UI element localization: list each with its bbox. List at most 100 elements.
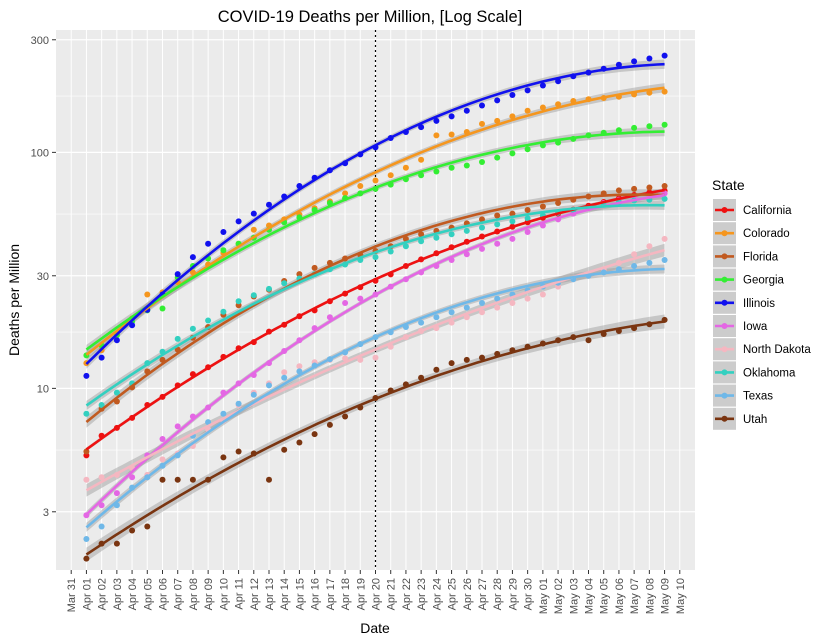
x-tick-label: Apr 30 [523, 578, 535, 610]
legend-key-point [721, 253, 728, 260]
data-point [479, 300, 485, 306]
data-point [448, 231, 455, 238]
data-point [83, 555, 90, 562]
data-point [631, 185, 638, 192]
legend-key-point [721, 276, 728, 283]
data-point [539, 203, 546, 210]
data-point [585, 337, 592, 344]
x-tick-label: Apr 07 [173, 578, 185, 610]
data-point [129, 322, 136, 329]
data-point [539, 142, 546, 149]
data-point [433, 234, 440, 241]
data-point [661, 88, 668, 95]
data-point [83, 372, 90, 379]
data-point [266, 476, 272, 483]
x-tick-label: Apr 20 [371, 578, 383, 610]
data-point [129, 474, 136, 481]
data-point [448, 113, 455, 120]
trend-line [85, 203, 665, 407]
x-tick-label: Apr 28 [492, 578, 504, 610]
x-tick-label: Apr 16 [310, 578, 322, 610]
data-point [433, 366, 440, 373]
data-point [235, 218, 242, 225]
data-point [509, 210, 516, 217]
data-point [418, 231, 425, 238]
x-tick-label: May 03 [568, 578, 580, 614]
y-tick-label: 10 [37, 383, 49, 395]
data-point [174, 271, 181, 278]
legend-label: Illinois [743, 298, 775, 310]
x-tick-label: Apr 10 [218, 578, 230, 610]
data-point [281, 446, 288, 453]
data-point [266, 382, 272, 389]
data-point [448, 360, 455, 367]
data-point [113, 540, 120, 547]
y-axis: 3 10 30 100 300 [31, 35, 56, 519]
data-point [235, 298, 242, 305]
legend-key-point [721, 392, 728, 399]
y-tick-label: 300 [31, 35, 49, 47]
data-point [661, 121, 668, 128]
legend-key-point [721, 346, 728, 353]
data-point [129, 527, 136, 534]
data-point [159, 305, 166, 312]
data-point [418, 238, 425, 245]
data-point [463, 356, 470, 363]
data-point [539, 104, 546, 111]
data-point [631, 263, 638, 269]
data-point [479, 354, 485, 361]
data-point [494, 304, 501, 311]
data-point [402, 243, 409, 250]
data-point [615, 187, 622, 194]
data-point [524, 207, 531, 213]
data-point [281, 369, 288, 376]
data-point [144, 523, 151, 530]
data-point [524, 215, 531, 222]
x-tick-label: Apr 18 [340, 578, 352, 610]
data-point [342, 300, 349, 306]
x-tick-label: Apr 29 [507, 578, 519, 610]
data-point [220, 454, 227, 461]
x-tick-label: Apr 17 [325, 578, 337, 610]
data-point [479, 309, 485, 316]
legend-key-point [721, 369, 728, 376]
data-point [494, 154, 501, 161]
data-point [463, 304, 470, 311]
data-point [296, 363, 303, 370]
legend-key-point [721, 230, 728, 237]
x-tick-label: Apr 27 [477, 578, 489, 610]
x-tick-label: Apr 11 [234, 578, 246, 610]
data-point [113, 337, 120, 344]
x-tick-label: Apr 26 [462, 578, 474, 610]
trend-line [85, 130, 665, 351]
trend-line [85, 188, 665, 451]
y-tick-label: 30 [37, 271, 49, 283]
data-point [235, 302, 242, 309]
data-point [479, 102, 485, 109]
data-point [372, 177, 379, 184]
data-point [205, 240, 212, 247]
legend-label: Iowa [743, 321, 768, 333]
data-point [342, 355, 349, 362]
x-tick-label: Apr 21 [386, 578, 398, 610]
legend-label: Oklahoma [743, 367, 796, 379]
data-point [220, 247, 227, 254]
data-point [113, 389, 120, 396]
data-point [174, 423, 181, 430]
data-point [479, 120, 485, 127]
data-point [433, 314, 440, 321]
legend-label: Texas [743, 391, 773, 403]
data-point [418, 156, 425, 163]
data-point [159, 476, 166, 483]
data-point [220, 308, 227, 315]
x-tick-label: Apr 14 [279, 578, 291, 610]
x-tick-label: May 05 [599, 578, 611, 614]
data-point [448, 131, 455, 138]
data-point [418, 124, 425, 131]
data-point [418, 172, 425, 179]
data-point [235, 448, 242, 455]
data-point [357, 356, 364, 363]
data-point [189, 476, 196, 483]
data-point [113, 490, 120, 497]
